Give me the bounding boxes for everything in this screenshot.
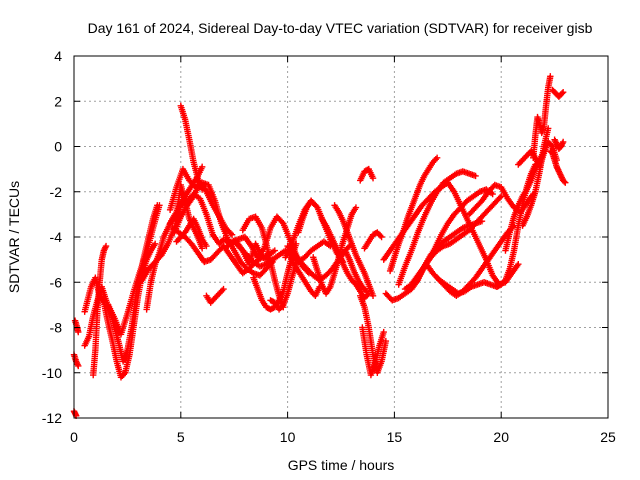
x-tick-label: 20 [493,429,509,445]
x-tick-label: 25 [600,429,616,445]
axis-ticks: 0 5 10 15 20 25 -12 -10 -8 -6 -4 -2 0 2 4 [42,48,616,445]
series-arc-12 [171,179,236,238]
series-arc-36 [386,154,441,275]
data-series [70,73,569,419]
chart-title: Day 161 of 2024, Sidereal Day-to-day VTE… [88,20,593,36]
series-arc-27 [318,215,372,302]
series-arc-1 [70,408,80,419]
series-arc-31 [359,324,387,379]
y-tick-label: 2 [54,93,62,109]
series-arc-48 [549,86,567,100]
y-tick-label: -10 [42,365,62,381]
series-arc-16 [203,285,227,306]
series-arc-30 [357,292,390,376]
x-tick-label: 5 [177,429,185,445]
x-axis-label: GPS time / hours [288,457,395,473]
series-arc-19 [239,213,287,311]
series-arc-24 [286,251,323,300]
series-arc-44 [502,147,548,254]
series-arc-49 [547,147,569,186]
series-arc-25 [295,197,319,236]
y-tick-label: 0 [54,139,62,155]
x-tick-label: 0 [70,429,78,445]
y-axis-label: SDTVAR / TECUs [6,181,22,293]
series-arc-37 [395,168,479,288]
series-arc-47 [530,73,554,162]
series-arc-41 [433,222,518,300]
y-tick-label: 4 [54,48,62,64]
y-tick-label: -6 [50,274,63,290]
y-tick-label: -4 [50,229,63,245]
y-tick-label: -12 [42,410,62,426]
series-arc-14 [177,102,206,193]
grid-lines [74,56,608,418]
series-arc-21 [267,260,300,313]
series-arc-3 [71,317,82,336]
y-tick-label: -2 [50,184,63,200]
series-arc-43 [493,159,543,290]
series-arc-2 [70,351,82,370]
series-arc-32 [357,165,377,184]
x-tick-label: 15 [387,429,403,445]
series-arc-7 [104,202,163,338]
series-arc-33 [361,229,385,252]
x-tick-label: 10 [280,429,296,445]
series-arc-15 [173,215,210,250]
series-arc-28 [331,202,377,300]
series-arc-39 [412,186,496,286]
y-tick-label: -8 [50,320,63,336]
series-arc-50 [551,136,567,152]
series-arc-29 [342,247,370,295]
series-arc-46 [519,125,552,229]
series-arc-6 [90,242,110,379]
